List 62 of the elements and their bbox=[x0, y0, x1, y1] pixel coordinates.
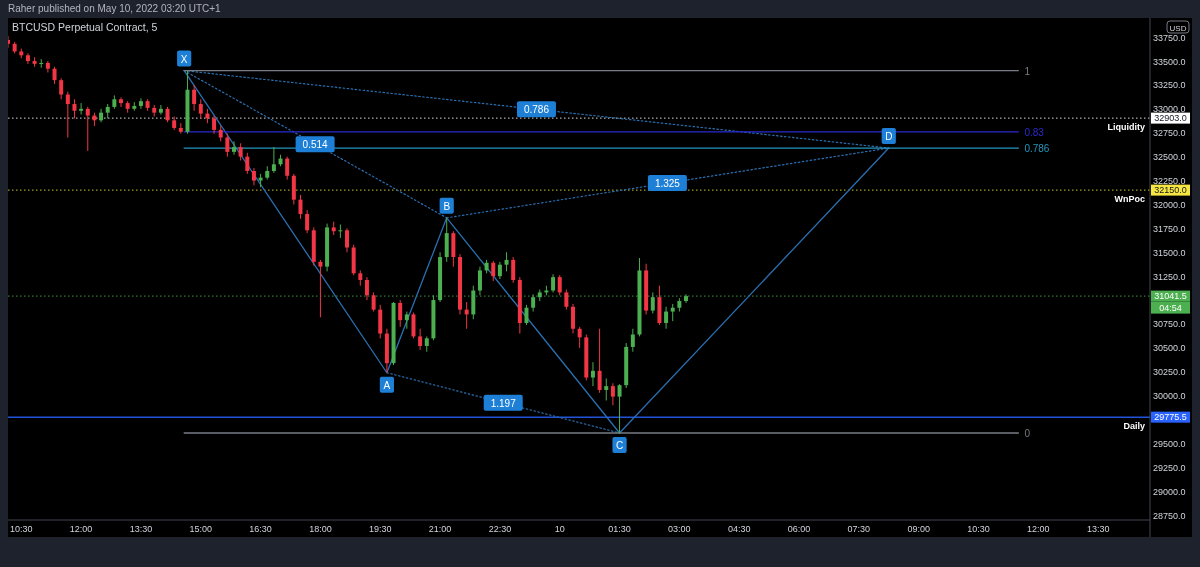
series-label: 0.786 bbox=[1024, 143, 1050, 155]
y-tick-label: 31250.0 bbox=[1153, 271, 1186, 282]
ref-line-label: 31041.5 bbox=[1154, 291, 1187, 302]
chart-title: BTCUSD Perpetual Contract, 5 bbox=[12, 21, 158, 33]
y-axis-title: USD bbox=[1169, 23, 1187, 33]
y-tick-label: 33500.0 bbox=[1153, 56, 1186, 67]
x-tick-label: 10:30 bbox=[967, 524, 990, 534]
y-tick-label: 32500.0 bbox=[1153, 152, 1186, 163]
annotation: 0.514 bbox=[302, 139, 329, 151]
x-tick-label: 07:30 bbox=[847, 524, 871, 534]
x-tick-label: 10:30 bbox=[10, 524, 33, 534]
annotation: D bbox=[885, 131, 893, 143]
ref-line-label: 32150.0 bbox=[1154, 185, 1187, 196]
y-tick-label: 31500.0 bbox=[1153, 247, 1186, 258]
y-tick-label: 31750.0 bbox=[1153, 223, 1186, 234]
x-tick-label: 03:00 bbox=[668, 524, 691, 534]
x-tick-label: 06:00 bbox=[787, 524, 811, 534]
x-tick-label: 19:30 bbox=[368, 524, 392, 534]
y-tick-label: 32000.0 bbox=[1153, 199, 1186, 210]
x-tick-label: 04:30 bbox=[727, 524, 751, 534]
annotation: Daily bbox=[1123, 421, 1145, 432]
annotation: 1.325 bbox=[654, 177, 681, 189]
y-tick-label: 32750.0 bbox=[1153, 128, 1186, 139]
y-tick-label: 33250.0 bbox=[1153, 80, 1186, 91]
y-tick-label: 33750.0 bbox=[1153, 32, 1186, 43]
y-tick-label: 30500.0 bbox=[1153, 343, 1186, 354]
x-tick-label: 12:00 bbox=[1027, 524, 1050, 534]
annotation: X bbox=[180, 53, 188, 65]
y-tick-label: 30000.0 bbox=[1153, 391, 1186, 402]
y-tick-label: 29000.0 bbox=[1153, 486, 1186, 497]
y-tick-label: 33000.0 bbox=[1153, 104, 1186, 115]
x-tick-label: 13:30 bbox=[1086, 524, 1110, 534]
x-tick-label: 10 bbox=[554, 524, 565, 534]
y-tick-label: 30750.0 bbox=[1153, 319, 1186, 330]
x-tick-label: 16:30 bbox=[249, 524, 272, 534]
y-tick-label: 30250.0 bbox=[1153, 367, 1186, 378]
series-label: 0.83 bbox=[1024, 126, 1045, 138]
ref-line-label: 32903.0 bbox=[1154, 113, 1187, 124]
annotation: 0.786 bbox=[523, 104, 550, 116]
annotation: Liquidity bbox=[1107, 122, 1145, 133]
y-tick-label: 29500.0 bbox=[1153, 439, 1186, 449]
annotation: A bbox=[383, 379, 391, 391]
x-tick-label: 22:30 bbox=[488, 524, 512, 534]
y-tick-label: 29250.0 bbox=[1153, 462, 1186, 473]
x-tick-label: 13:30 bbox=[129, 524, 153, 534]
x-tick-label: 21:00 bbox=[428, 524, 452, 534]
ref-line-label: 29775.5 bbox=[1154, 412, 1187, 423]
x-tick-label: 15:00 bbox=[189, 524, 213, 534]
x-tick-label: 09:00 bbox=[907, 524, 930, 534]
annotation: C bbox=[615, 439, 624, 451]
x-tick-label: 18:00 bbox=[309, 524, 332, 534]
y-tick-label: 28750.0 bbox=[1153, 510, 1186, 521]
x-tick-label: 01:30 bbox=[608, 524, 631, 534]
chart-subtitle: Raher published on May 10, 2022 03:20 UTC+1 bbox=[8, 3, 222, 14]
annotation: WnPoc bbox=[1114, 194, 1145, 205]
y-tick-label: 32250.0 bbox=[1153, 176, 1186, 187]
annotation: B bbox=[443, 200, 451, 212]
series-label: 0 bbox=[1024, 427, 1031, 439]
x-tick-label: 12:00 bbox=[69, 524, 93, 534]
series-label: 1 bbox=[1024, 65, 1031, 77]
annotation: 1.197 bbox=[490, 397, 517, 409]
text: 04:54 bbox=[1159, 302, 1182, 313]
